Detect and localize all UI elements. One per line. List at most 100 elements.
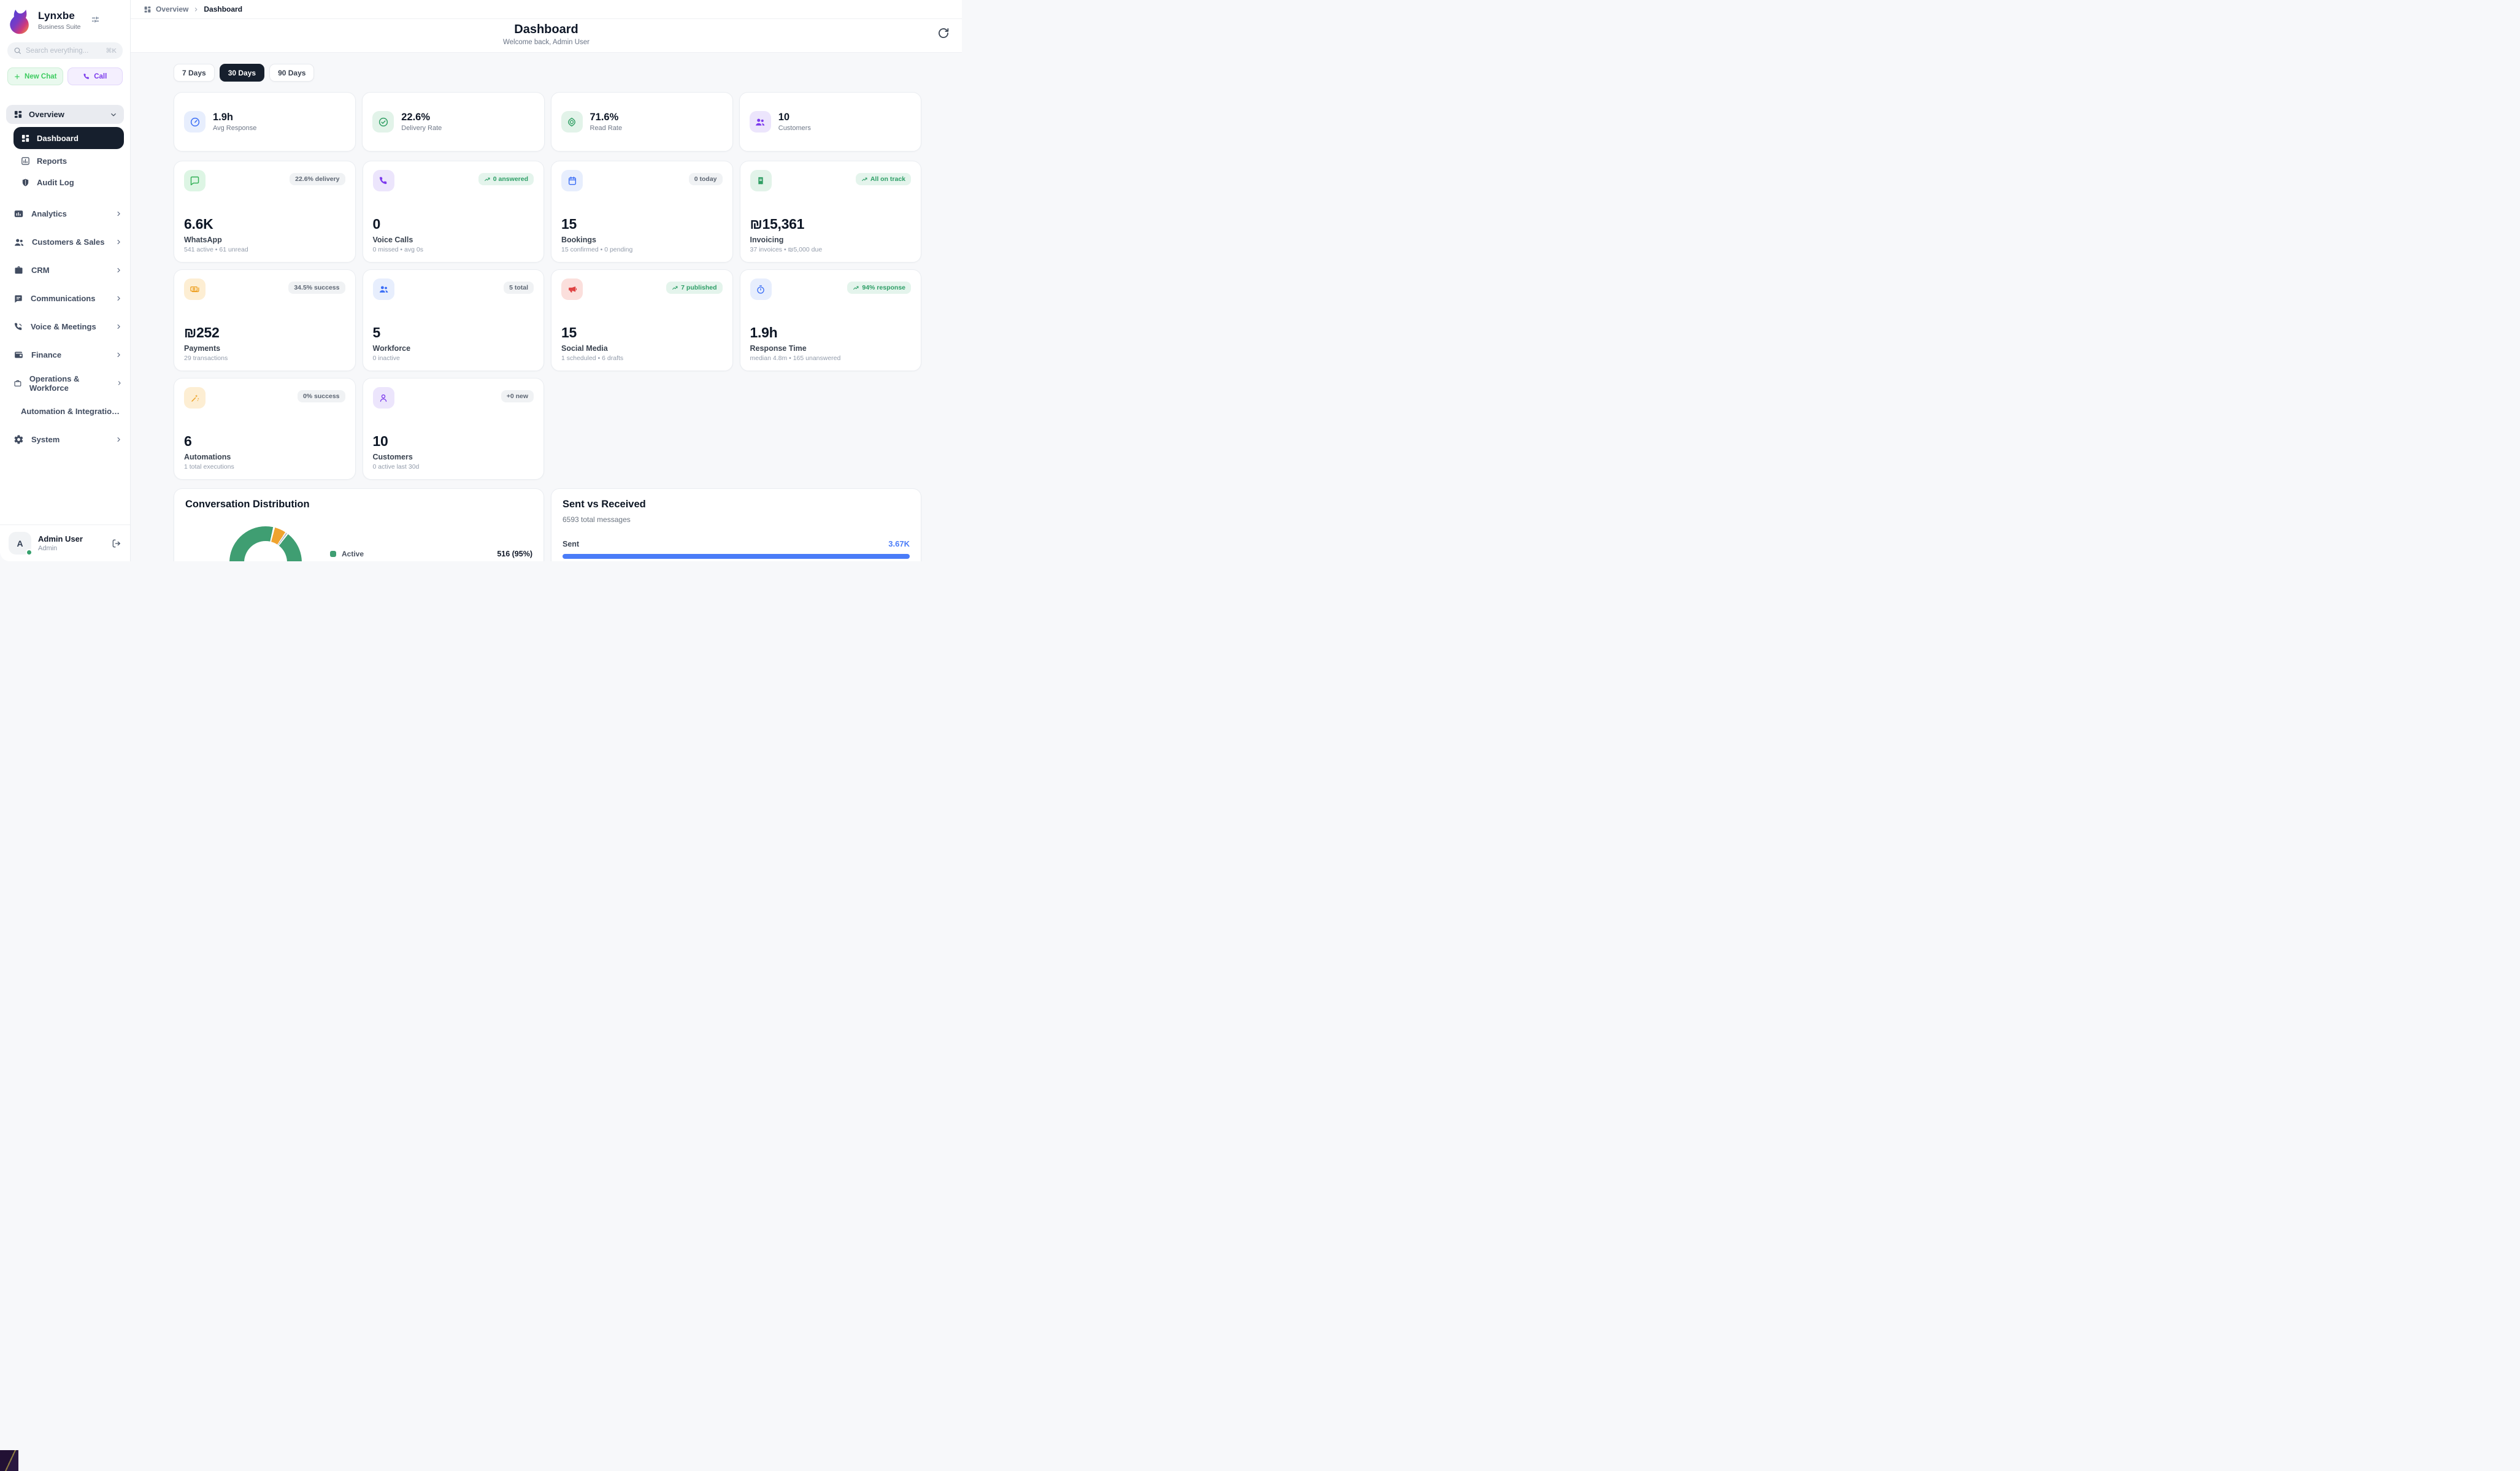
trending-up-icon — [484, 176, 491, 183]
card-value: 6.6K — [184, 216, 213, 232]
status-badge: 94% response — [847, 282, 911, 294]
sidebar-item-communications[interactable]: Communications — [6, 289, 124, 308]
tab-30-days[interactable]: 30 Days — [219, 64, 265, 82]
card-voice-calls[interactable]: 0 answered 0 Voice Calls 0 missed • avg … — [362, 161, 544, 263]
sidebar-item-voice-meetings[interactable]: Voice & Meetings — [6, 317, 124, 336]
sidebar-item-overview[interactable]: Overview — [6, 105, 124, 124]
sent-label: Sent — [563, 539, 580, 548]
status-badge: 0 answered — [478, 173, 534, 185]
automation-label: Automation & Integratio… — [21, 407, 120, 416]
chevron-right-icon — [115, 266, 123, 274]
customize-button[interactable] — [91, 15, 100, 25]
date-range-tabs: 7 Days 30 Days 90 Days — [174, 64, 921, 82]
legend-value: 516 (95%) — [497, 550, 532, 558]
user-icon — [372, 387, 394, 409]
analytics-label: Analytics — [31, 209, 67, 218]
search-box[interactable]: ⌘K — [7, 42, 123, 59]
card-value: ₪15,361 — [750, 216, 805, 232]
card-invoicing[interactable]: All on track ₪15,361 Invoicing 37 invoic… — [739, 161, 921, 263]
sidebar-item-audit-log[interactable]: Audit Log — [13, 172, 124, 192]
users-icon — [749, 111, 771, 133]
card-value: 15 — [561, 216, 577, 232]
chevron-down-icon — [109, 110, 118, 119]
trending-up-icon — [853, 285, 859, 291]
megaphone-icon — [561, 278, 583, 300]
shield-icon — [21, 178, 30, 187]
online-status-dot — [26, 549, 33, 556]
card-response-time[interactable]: 94% response 1.9h Response Time median 4… — [739, 269, 921, 371]
tab-90-days[interactable]: 90 Days — [269, 64, 315, 82]
donut-chart — [229, 526, 302, 561]
status-badge: 5 total — [504, 282, 534, 294]
kpi-label: Avg Response — [213, 125, 257, 132]
call-label: Call — [94, 72, 107, 80]
user-role: Admin — [38, 545, 58, 552]
card-automations[interactable]: 0% success 6 Automations 1 total executi… — [174, 378, 356, 480]
card-customers[interactable]: +0 new 10 Customers 0 active last 30d — [362, 378, 544, 480]
briefcase-outline-icon — [13, 378, 22, 388]
chart-title: Conversation Distribution — [185, 499, 310, 510]
card-subtext: 1 scheduled • 6 drafts — [561, 355, 624, 362]
customers-sales-label: Customers & Sales — [32, 237, 105, 247]
chart-legend: Active 516 (95%) Unread 25 (5%) — [330, 548, 532, 561]
finance-label: Finance — [31, 350, 62, 359]
sidebar-item-dashboard[interactable]: Dashboard — [13, 127, 124, 149]
call-button[interactable]: Call — [67, 67, 123, 85]
card-value: 1.9h — [750, 325, 778, 340]
kpi-row: 1.9h Avg Response 22.6% Delivery Rate 71… — [174, 92, 921, 152]
card-whatsapp[interactable]: 22.6% delivery 6.6K WhatsApp 541 active … — [174, 161, 356, 263]
sidebar-item-system[interactable]: System — [6, 430, 124, 449]
card-workforce[interactable]: 5 total 5 Workforce 0 inactive — [362, 269, 544, 371]
stat-cards: 22.6% delivery 6.6K WhatsApp 541 active … — [174, 161, 921, 480]
sidebar-item-analytics[interactable]: Analytics — [6, 204, 124, 223]
card-payments[interactable]: 34.5% success ₪252 Payments 29 transacti… — [174, 269, 356, 371]
grid-icon — [144, 6, 152, 13]
card-title: Social Media — [561, 344, 608, 353]
status-badge: +0 new — [501, 390, 534, 402]
conversation-distribution-card: Conversation Distribution Active 516 (95… — [174, 488, 544, 561]
card-value: 5 — [372, 325, 381, 340]
eye-icon — [561, 111, 583, 133]
refresh-button[interactable] — [937, 27, 950, 39]
sidebar-item-crm[interactable]: CRM — [6, 261, 124, 280]
search-icon — [13, 47, 21, 55]
status-badge: 0 today — [688, 173, 723, 185]
lynxbe-logo — [6, 8, 33, 34]
kpi-read-rate: 71.6% Read Rate — [550, 92, 733, 152]
gauge-icon — [184, 111, 206, 133]
kpi-value: 1.9h — [213, 112, 234, 123]
user-box[interactable]: A Admin User Admin — [0, 524, 130, 561]
window-corner-accent — [0, 1450, 18, 1471]
briefcase-icon — [13, 265, 24, 275]
app-window: Lynxbe Business Suite ⌘K New Chat Call — [0, 0, 962, 561]
chevron-right-icon — [115, 210, 123, 218]
legend-swatch — [330, 551, 336, 557]
sidebar-item-automation-integrations[interactable]: Automation & Integratio… — [6, 402, 124, 421]
sidebar-item-customers-sales[interactable]: Customers & Sales — [6, 232, 124, 252]
analytics-icon — [13, 209, 24, 219]
kpi-label: Delivery Rate — [401, 125, 442, 132]
logout-button[interactable] — [112, 539, 121, 548]
breadcrumb: Overview Dashboard — [131, 0, 962, 19]
search-input[interactable] — [26, 47, 102, 55]
status-badge: 34.5% success — [288, 282, 345, 294]
kpi-label: Customers — [778, 125, 811, 132]
sidebar-nav: Overview Dashboard Reports Audit Log Ana… — [6, 105, 124, 449]
tab-7-days[interactable]: 7 Days — [174, 64, 215, 82]
new-chat-button[interactable]: New Chat — [7, 67, 63, 85]
kpi-label: Read Rate — [590, 125, 623, 132]
grid-icon — [13, 110, 23, 119]
card-social-media[interactable]: 7 published 15 Social Media 1 scheduled … — [551, 269, 733, 371]
card-subtext: 15 confirmed • 0 pending — [561, 246, 633, 253]
phone-icon — [13, 322, 23, 332]
breadcrumb-overview[interactable]: Overview — [156, 5, 189, 13]
receipt-icon — [750, 170, 772, 191]
card-bookings[interactable]: 0 today 15 Bookings 15 confirmed • 0 pen… — [551, 161, 733, 263]
sidebar-item-finance[interactable]: Finance — [6, 345, 124, 364]
sent-vs-received-card: Sent vs Received 6593 total messages Sen… — [551, 488, 921, 561]
sidebar-item-reports[interactable]: Reports — [13, 151, 124, 171]
check-circle-icon — [372, 111, 394, 133]
sidebar-item-operations-workforce[interactable]: Operations & Workforce — [6, 374, 124, 393]
page-subtitle: Welcome back, Admin User — [502, 39, 590, 46]
legend-item-active: Active 516 (95%) — [330, 548, 532, 559]
